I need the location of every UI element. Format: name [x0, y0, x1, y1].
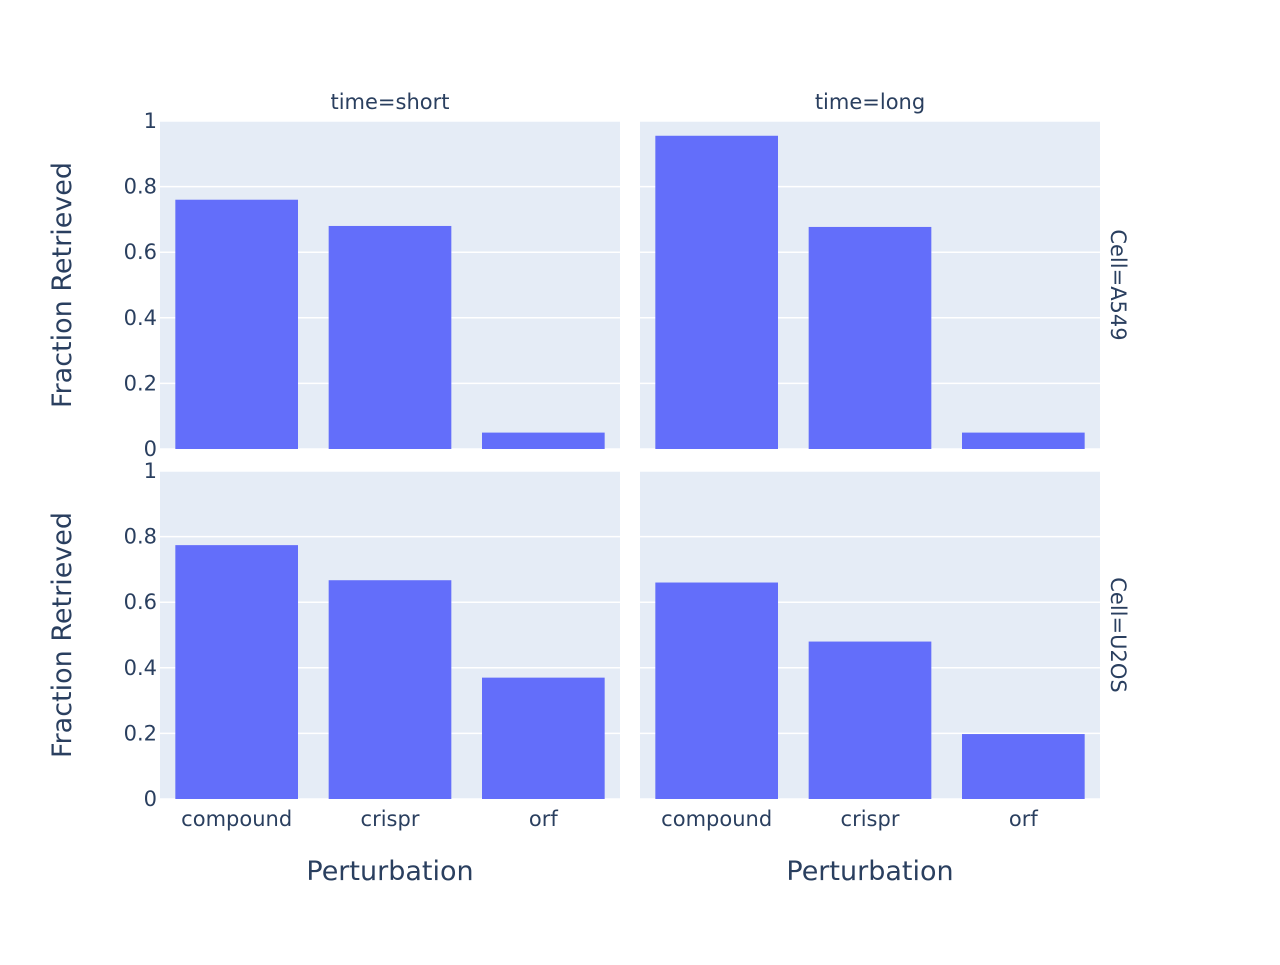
y-axis-title: Fraction Retrieved — [47, 512, 78, 758]
y-tick-label: 0 — [144, 437, 157, 461]
bar-compound — [175, 545, 298, 799]
bar-compound — [175, 199, 298, 449]
y-axis-title: Fraction Retrieved — [47, 162, 78, 408]
x-tick-label: crispr — [841, 807, 900, 831]
x-tick-label: crispr — [361, 807, 420, 831]
y-tick-label: 0.6 — [124, 590, 157, 614]
bar-orf — [482, 432, 605, 449]
x-tick-label: compound — [181, 807, 292, 831]
bar-crispr — [808, 641, 932, 799]
bar-orf — [962, 734, 1085, 799]
facet-column-title: time=short — [330, 90, 449, 114]
bar-compound — [655, 582, 778, 799]
bar-orf — [962, 432, 1085, 449]
x-tick-label: orf — [1009, 807, 1038, 831]
facet-row-title: Cell=U2OS — [1106, 577, 1130, 692]
x-tick-label: compound — [661, 807, 772, 831]
y-tick-label: 0.2 — [124, 721, 157, 745]
y-tick-label: 1 — [144, 109, 157, 133]
bar-orf — [482, 677, 605, 799]
bar-crispr — [808, 226, 932, 449]
x-tick-label: orf — [529, 807, 558, 831]
y-tick-label: 1 — [144, 459, 157, 483]
facet-row-title: Cell=A549 — [1106, 229, 1130, 340]
bar-compound — [655, 135, 778, 449]
y-tick-label: 0.2 — [124, 371, 157, 395]
bar-crispr — [328, 580, 452, 799]
y-tick-label: 0.8 — [124, 525, 157, 549]
y-tick-label: 0.8 — [124, 175, 157, 199]
y-tick-label: 0 — [144, 787, 157, 811]
y-tick-label: 0.6 — [124, 240, 157, 264]
facet-column-title: time=long — [815, 90, 925, 114]
x-axis-title: Perturbation — [786, 856, 953, 887]
y-tick-label: 0.4 — [124, 656, 157, 680]
bar-crispr — [328, 225, 452, 449]
x-axis-title: Perturbation — [306, 856, 473, 887]
y-tick-label: 0.4 — [124, 306, 157, 330]
